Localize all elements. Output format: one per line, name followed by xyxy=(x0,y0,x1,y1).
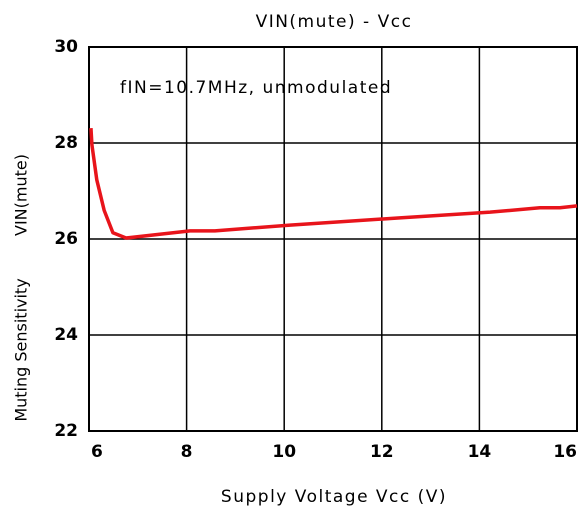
x-tick-label: 16 xyxy=(553,442,577,462)
y-axis-label: Muting Sensitivity xyxy=(12,278,31,421)
y-tick-label: 30 xyxy=(54,37,78,57)
y-tick-label: 26 xyxy=(54,229,78,249)
x-tick-label: 8 xyxy=(181,442,193,462)
chart-title: VIN(mute) - Vcc xyxy=(256,12,413,32)
plot-border xyxy=(88,46,578,432)
x-axis-label: Supply Voltage Vcc (V) xyxy=(221,487,447,507)
annotation: fIN=10.7MHz, unmodulated xyxy=(120,78,392,98)
line-series xyxy=(89,128,578,240)
x-tick-label: 12 xyxy=(370,442,394,462)
x-tick-label: 14 xyxy=(468,442,492,462)
y-tick-label: 24 xyxy=(54,325,78,345)
y-tick-label: 22 xyxy=(54,421,78,441)
x-tick-label: 6 xyxy=(91,442,103,462)
y-axis-label-symbol: VIN(mute) xyxy=(12,154,31,236)
y-tick-label: 28 xyxy=(54,133,78,153)
x-tick-label: 10 xyxy=(272,442,296,462)
